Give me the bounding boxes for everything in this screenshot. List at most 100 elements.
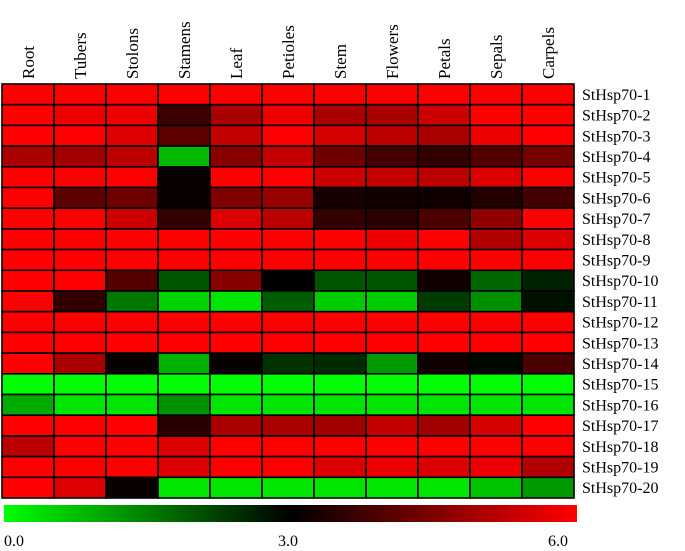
heatmap-cell-StHsp70-9-Petioles — [261, 248, 315, 272]
heatmap-cell-StHsp70-19-Carpels — [521, 455, 575, 479]
heatmap-cell-StHsp70-5-Stem — [313, 166, 367, 189]
heatmap-cell-StHsp70-8-Flowers — [365, 228, 419, 251]
heatmap-cell-StHsp70-16-Stamens — [157, 393, 211, 417]
heatmap-cell-StHsp70-1-Stem — [313, 83, 367, 106]
heatmap-cell-StHsp70-12-Sepals — [469, 310, 523, 334]
heatmap-cell-StHsp70-3-Stolons — [105, 124, 159, 147]
color-scale-bar — [4, 505, 577, 522]
column-label-stem: Stem — [331, 44, 350, 79]
row-label-sthsp70-16: StHsp70-16 — [582, 397, 658, 414]
heatmap-cell-StHsp70-8-Petioles — [261, 228, 315, 251]
heatmap-cell-StHsp70-10-Carpels — [521, 269, 575, 292]
heatmap-cell-StHsp70-2-Petals — [417, 103, 471, 127]
row-label-sthsp70-2: StHsp70-2 — [582, 108, 650, 125]
heatmap-cell-StHsp70-19-Tubers — [53, 455, 107, 479]
heatmap-cell-StHsp70-2-Root — [1, 103, 55, 127]
column-label-tubers: Tubers — [71, 32, 90, 79]
heatmap-cell-StHsp70-4-Root — [1, 145, 55, 168]
scale-min-label: 0.0 — [4, 533, 24, 550]
heatmap-cell-StHsp70-13-Stolons — [105, 331, 159, 354]
row-label-sthsp70-15: StHsp70-15 — [582, 377, 658, 394]
heatmap-cell-StHsp70-12-Leaf — [209, 310, 263, 334]
heatmap-cell-StHsp70-7-Petioles — [261, 207, 315, 230]
heatmap-cell-StHsp70-2-Stamens — [157, 103, 211, 127]
heatmap-cell-StHsp70-10-Leaf — [209, 269, 263, 292]
row-label-sthsp70-17: StHsp70-17 — [582, 418, 658, 435]
heatmap-cell-StHsp70-1-Stamens — [157, 83, 211, 106]
heatmap-cell-StHsp70-20-Leaf — [209, 476, 263, 499]
heatmap-cell-StHsp70-8-Leaf — [209, 228, 263, 251]
heatmap-cell-StHsp70-14-Leaf — [209, 352, 263, 375]
heatmap-cell-StHsp70-6-Stamens — [157, 186, 211, 210]
heatmap-cell-StHsp70-6-Sepals — [469, 186, 523, 210]
heatmap-cell-StHsp70-9-Root — [1, 248, 55, 272]
heatmap-cell-StHsp70-2-Stolons — [105, 103, 159, 127]
heatmap-cell-StHsp70-16-Stolons — [105, 393, 159, 417]
heatmap-cell-StHsp70-6-Stolons — [105, 186, 159, 210]
heatmap-cell-StHsp70-4-Stamens — [157, 145, 211, 168]
heatmap-cell-StHsp70-5-Tubers — [53, 166, 107, 189]
heatmap-cell-StHsp70-5-Petioles — [261, 166, 315, 189]
heatmap-cell-StHsp70-17-Stem — [313, 414, 367, 437]
heatmap-cell-StHsp70-3-Stem — [313, 124, 367, 147]
heatmap-cell-StHsp70-16-Leaf — [209, 393, 263, 417]
heatmap-cell-StHsp70-6-Tubers — [53, 186, 107, 210]
heatmap-cell-StHsp70-4-Petioles — [261, 145, 315, 168]
heatmap-cell-StHsp70-14-Carpels — [521, 352, 575, 375]
heatmap-cell-StHsp70-12-Root — [1, 310, 55, 334]
row-label-sthsp70-19: StHsp70-19 — [582, 459, 658, 476]
column-label-petals: Petals — [435, 38, 454, 79]
heatmap-cell-StHsp70-12-Stamens — [157, 310, 211, 334]
heatmap-cell-StHsp70-17-Stolons — [105, 414, 159, 437]
column-label-sepals: Sepals — [487, 35, 506, 79]
heatmap-cell-StHsp70-13-Stamens — [157, 331, 211, 354]
row-label-sthsp70-1: StHsp70-1 — [582, 87, 650, 104]
heatmap-cell-StHsp70-14-Stolons — [105, 352, 159, 375]
heatmap-cell-StHsp70-10-Tubers — [53, 269, 107, 292]
heatmap-cell-StHsp70-2-Petioles — [261, 103, 315, 127]
heatmap-cell-StHsp70-13-Leaf — [209, 331, 263, 354]
heatmap-cell-StHsp70-13-Root — [1, 331, 55, 354]
heatmap-cell-StHsp70-16-Flowers — [365, 393, 419, 417]
heatmap-cell-StHsp70-19-Stolons — [105, 455, 159, 479]
heatmap-cell-StHsp70-6-Leaf — [209, 186, 263, 210]
heatmap-cell-StHsp70-3-Stamens — [157, 124, 211, 147]
heatmap-cell-StHsp70-11-Leaf — [209, 290, 263, 313]
heatmap-cell-StHsp70-13-Tubers — [53, 331, 107, 354]
heatmap-cell-StHsp70-17-Leaf — [209, 414, 263, 437]
heatmap-cell-StHsp70-5-Root — [1, 166, 55, 189]
row-labels: StHsp70-1 StHsp70-2 StHsp70-3 StHsp70-4 StHs… — [582, 87, 658, 497]
heatmap-cell-StHsp70-10-Stolons — [105, 269, 159, 292]
heatmap-cell-StHsp70-13-Flowers — [365, 331, 419, 354]
heatmap-cell-StHsp70-8-Stamens — [157, 228, 211, 251]
heatmap-cell-StHsp70-1-Flowers — [365, 83, 419, 106]
heatmap-cell-StHsp70-13-Carpels — [521, 331, 575, 354]
heatmap-cell-StHsp70-1-Root — [1, 83, 55, 106]
row-label-sthsp70-6: StHsp70-6 — [582, 190, 650, 207]
row-label-sthsp70-20: StHsp70-20 — [582, 480, 658, 497]
heatmap-cell-StHsp70-20-Stamens — [157, 476, 211, 499]
row-label-sthsp70-11: StHsp70-11 — [582, 294, 658, 311]
heatmap-cell-StHsp70-2-Tubers — [53, 103, 107, 127]
row-label-sthsp70-3: StHsp70-3 — [582, 128, 650, 145]
heatmap-cell-StHsp70-5-Flowers — [365, 166, 419, 189]
heatmap-cell-StHsp70-6-Petals — [417, 186, 471, 210]
heatmap-cell-StHsp70-19-Stem — [313, 455, 367, 479]
heatmap-cell-StHsp70-20-Carpels — [521, 476, 575, 499]
heatmap-cell-StHsp70-9-Leaf — [209, 248, 263, 272]
heatmap-cell-StHsp70-11-Petioles — [261, 290, 315, 313]
heatmap-cell-StHsp70-19-Petals — [417, 455, 471, 479]
heatmap-cell-StHsp70-20-Petals — [417, 476, 471, 499]
heatmap-cell-StHsp70-4-Carpels — [521, 145, 575, 168]
heatmap-cell-StHsp70-1-Leaf — [209, 83, 263, 106]
heatmap-cell-StHsp70-10-Root — [1, 269, 55, 292]
heatmap-cell-StHsp70-18-Leaf — [209, 435, 263, 458]
heatmap-cell-StHsp70-2-Sepals — [469, 103, 523, 127]
heatmap-cell-StHsp70-15-Petals — [417, 372, 471, 396]
heatmap-cell-StHsp70-9-Flowers — [365, 248, 419, 272]
heatmap-cell-StHsp70-15-Stolons — [105, 372, 159, 396]
heatmap-cell-StHsp70-15-Flowers — [365, 372, 419, 396]
heatmap-cell-StHsp70-17-Stamens — [157, 414, 211, 437]
heatmap-cell-StHsp70-8-Stem — [313, 228, 367, 251]
heatmap-cell-StHsp70-18-Flowers — [365, 435, 419, 458]
